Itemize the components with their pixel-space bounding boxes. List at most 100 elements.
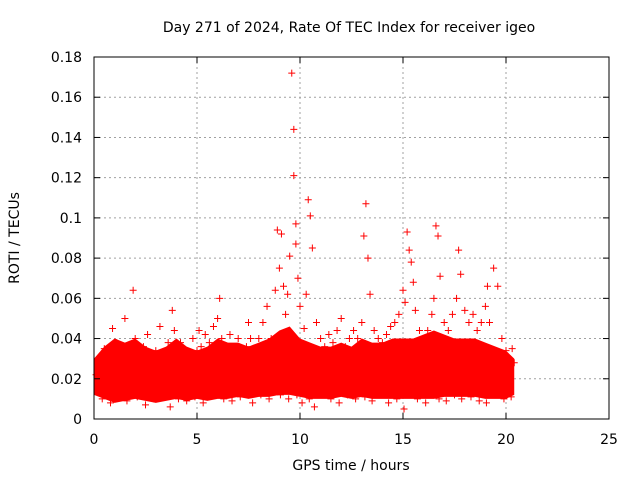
data-point [467, 393, 475, 401]
data-point [411, 306, 419, 314]
y-tick-label: 0.12 [51, 171, 82, 187]
data-point [247, 335, 255, 343]
data-point [286, 252, 294, 260]
x-tick-label: 10 [291, 432, 309, 448]
data-point [290, 172, 298, 180]
data-point [399, 286, 407, 294]
data-point [352, 395, 360, 403]
data-point [430, 294, 438, 302]
data-point [482, 399, 490, 407]
data-point [498, 335, 506, 343]
data-point [337, 314, 345, 322]
y-tick-label: 0.16 [51, 90, 82, 106]
data-point [483, 282, 491, 290]
data-point [117, 355, 125, 363]
data-point [255, 335, 263, 343]
data-point [181, 351, 189, 359]
data-point [125, 351, 133, 359]
data-point [183, 397, 191, 405]
data-point [343, 391, 351, 399]
data-point [158, 391, 166, 399]
data-point [492, 391, 500, 399]
data-point [216, 294, 224, 302]
data-point [440, 318, 448, 326]
data-point [228, 397, 236, 405]
data-point [306, 212, 314, 220]
data-point [273, 226, 281, 234]
data-point [214, 314, 222, 322]
data-point [135, 359, 143, 367]
data-point [96, 365, 104, 373]
data-point [308, 244, 316, 252]
data-point [104, 359, 112, 367]
data-point [508, 345, 516, 353]
data-point [364, 254, 372, 262]
data-point [222, 347, 230, 355]
data-point [133, 393, 141, 401]
data-point [197, 343, 205, 351]
data-point [329, 339, 337, 347]
data-point [458, 395, 466, 403]
data-point [327, 395, 335, 403]
data-point [129, 286, 137, 294]
data-point [407, 258, 415, 266]
data-point [300, 325, 308, 332]
data-point [234, 335, 242, 343]
x-tick-label: 25 [600, 432, 618, 448]
y-axis-label: ROTI / TECUs [7, 192, 23, 284]
data-point [109, 325, 117, 332]
data-point [358, 318, 366, 326]
data-point [469, 310, 477, 318]
data-point [354, 335, 362, 343]
data-point [289, 387, 297, 395]
data-point [422, 399, 430, 407]
data-point [455, 246, 463, 254]
y-tick-label: 0.18 [51, 50, 82, 66]
data-point [341, 343, 349, 351]
data-point [156, 322, 164, 330]
data-point [415, 327, 423, 335]
data-point [282, 310, 290, 318]
data-point [319, 391, 327, 399]
y-tick-label: 0.02 [51, 372, 82, 388]
data-point [207, 391, 215, 399]
data-point [385, 399, 393, 407]
data-point [290, 125, 298, 133]
data-point [374, 335, 382, 343]
data-point [277, 230, 285, 238]
data-point [195, 327, 203, 335]
x-tick-label: 15 [394, 432, 412, 448]
data-point [481, 302, 489, 310]
data-point [271, 286, 279, 294]
x-tick-label: 20 [497, 432, 515, 448]
data-point [305, 395, 313, 403]
data-point [317, 335, 325, 343]
data-point [296, 302, 304, 310]
data-point [335, 399, 343, 407]
data-point [185, 359, 193, 367]
x-tick-labels: 0 5 10 15 20 25 [90, 432, 618, 448]
data-point [265, 395, 273, 403]
data-point [168, 306, 176, 314]
data-point [98, 395, 106, 403]
data-point [451, 391, 458, 399]
data-point [150, 395, 158, 403]
data-point [506, 355, 514, 363]
chart-title: Day 271 of 2024, Rate Of TEC Index for r… [163, 20, 535, 36]
data-point [100, 345, 108, 353]
data-point [400, 405, 408, 413]
data-point [263, 302, 271, 310]
data-point [139, 343, 147, 351]
data-point [199, 399, 207, 407]
data-point [205, 339, 213, 347]
data-point [403, 228, 411, 236]
data-point [193, 347, 201, 355]
data-point [350, 327, 358, 335]
data-point [267, 335, 275, 343]
data-point [164, 339, 172, 347]
data-point [429, 391, 437, 399]
y-tick-label: 0.08 [51, 251, 82, 267]
data-point [473, 327, 481, 335]
data-point [131, 335, 139, 343]
